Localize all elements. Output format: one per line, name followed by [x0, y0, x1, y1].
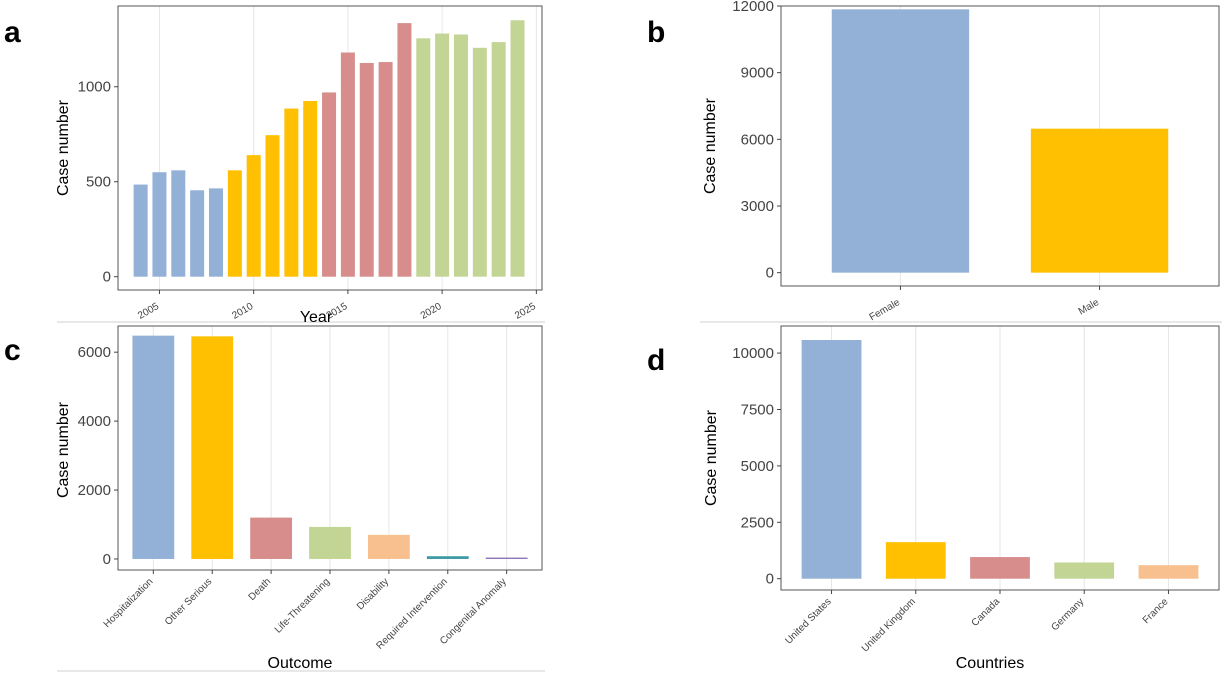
panel-letter-d: d [647, 344, 665, 377]
xtick-label: Congenital Anomaly [438, 576, 509, 647]
bar-a-11 [340, 52, 355, 277]
bar-a-14 [397, 23, 412, 277]
xtick-label: Hospitalization [102, 576, 156, 630]
bar-a-0 [133, 184, 148, 277]
ytick-label: 12000 [732, 0, 774, 15]
ytick-label: 9000 [741, 65, 774, 82]
ytick-label: 2000 [78, 482, 111, 499]
bar-a-7 [265, 135, 280, 277]
xtick-label: United States [783, 596, 833, 646]
xtick-label: 2010 [230, 301, 255, 322]
bar-a-4 [208, 188, 223, 277]
bar-a-3 [190, 190, 205, 277]
bar-a-20 [510, 20, 525, 277]
xtick-label: 2020 [419, 301, 444, 322]
bar-a-8 [284, 108, 299, 277]
ytick-label: 0 [103, 551, 111, 568]
bar-a-18 [472, 47, 487, 277]
bar-c-2 [250, 517, 293, 559]
xtick-label: Female [868, 297, 903, 323]
xtick-label: Disability [355, 576, 391, 612]
bar-d-2 [970, 557, 1030, 579]
bar-a-17 [453, 34, 468, 277]
y-axis-label: Case number [55, 401, 72, 498]
panel-letter-b: b [647, 16, 665, 49]
bar-a-10 [322, 92, 337, 277]
ytick-label: 5000 [741, 458, 774, 475]
bar-d-0 [801, 339, 862, 579]
bar-d-3 [1054, 562, 1115, 579]
ytick-label: 6000 [741, 131, 774, 148]
ytick-label: 0 [766, 265, 774, 282]
ytick-label: 10000 [732, 345, 774, 362]
xtick-label: Life-Threatening [273, 576, 332, 635]
bar-d-1 [885, 542, 946, 579]
bar-a-16 [435, 33, 450, 277]
panel-letter-c: c [4, 334, 21, 367]
xtick-label: United Kingdom [860, 596, 918, 654]
bar-c-0 [132, 335, 175, 559]
chart-panel-c: 0 2000 4000 6000 Hospitalization Other Seriou… [55, 325, 543, 672]
ytick-label: 4000 [78, 413, 111, 430]
bar-a-12 [359, 62, 374, 277]
xtick-label: Death [247, 576, 274, 603]
ytick-label: 1000 [78, 79, 111, 96]
bar-a-9 [303, 100, 318, 277]
bar-a-13 [378, 62, 393, 277]
bar-a-6 [246, 155, 261, 277]
ytick-label: 0 [766, 571, 774, 588]
ytick-label: 500 [86, 174, 111, 191]
x-axis-label: Outcome [268, 655, 333, 672]
bar-a-15 [416, 38, 431, 277]
xtick-label: Germany [1049, 596, 1086, 633]
bar-a-5 [227, 170, 242, 277]
ytick-label: 2500 [741, 514, 774, 531]
plot-frame [780, 5, 1220, 287]
bar-d-4 [1138, 565, 1199, 579]
bar-b-0 [831, 9, 970, 273]
ytick-label: 0 [103, 269, 111, 286]
ytick-label: 6000 [78, 344, 111, 361]
chart-panel-d: 0 2500 5000 7500 10000 United States United Ki… [703, 325, 1220, 672]
x-axis-label: Countries [956, 655, 1024, 672]
ytick-label: 3000 [741, 198, 774, 215]
xtick-label: 2005 [136, 301, 161, 322]
bar-c-5 [426, 556, 469, 559]
bar-a-1 [152, 172, 167, 277]
bar-b-1 [1030, 128, 1169, 273]
chart-panel-b: 0 3000 6000 9000 12000 Female Male Case number [702, 0, 1220, 323]
bar-c-3 [309, 526, 351, 559]
x-axis-label: Year [300, 309, 333, 326]
xtick-label: Canada [970, 596, 1003, 629]
xtick-label: Other Serious [163, 576, 214, 627]
xtick-label: Male [1077, 297, 1102, 318]
y-axis-label: Case number [55, 99, 72, 196]
bar-c-4 [367, 534, 410, 559]
bar-c-1 [191, 336, 234, 559]
xtick-label: 2025 [513, 301, 538, 322]
plot-frame [117, 5, 543, 291]
y-axis-label: Case number [702, 97, 719, 194]
bar-c-6 [485, 557, 528, 559]
ytick-label: 7500 [741, 401, 774, 418]
xtick-label: France [1141, 596, 1171, 626]
bar-a-19 [491, 42, 506, 277]
panel-letter-a: a [4, 16, 21, 49]
y-axis-label: Case number [703, 409, 720, 506]
bar-a-2 [171, 170, 186, 277]
